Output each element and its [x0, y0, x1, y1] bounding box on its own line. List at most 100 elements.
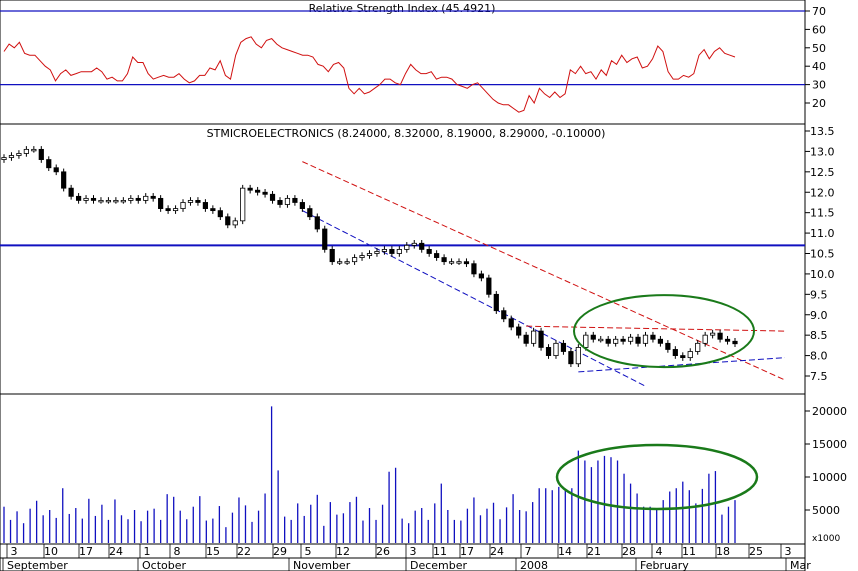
axis-layer: 3 10 17 24 1 8 15 22 29 5 12 26 3 11 17 24 7 14 21 28 4 11 18 2…: [2, 544, 811, 571]
candle-body: [329, 249, 335, 263]
price-tick-label: 13.0: [810, 145, 835, 158]
x-day-label: 7: [525, 545, 532, 558]
price-tick-label: 11.0: [810, 227, 835, 240]
candle-body: [83, 197, 89, 201]
price-tick-label: 9.5: [810, 288, 828, 301]
candle-body: [68, 187, 74, 197]
candle-body: [240, 187, 246, 222]
rsi-layer: 20 30 40 50 60 70: [0, 5, 826, 113]
price-tick-label: 12.5: [810, 166, 835, 179]
candle-body: [75, 195, 82, 201]
candle-body: [262, 191, 268, 195]
candle-body: [635, 336, 641, 344]
candle-body: [605, 338, 611, 344]
candle-body: [351, 257, 358, 263]
candle-body: [225, 216, 231, 226]
price-layer: 7.5 8.0 8.5 9.0 9.5 10.0 10.5 11.0 11.5 12.0 12.5 1…: [0, 125, 835, 387]
candle-body: [135, 197, 141, 201]
volume-tick-label: 5000: [812, 504, 840, 517]
support-trend-line: [302, 210, 646, 387]
candle-body: [128, 197, 134, 201]
x-day-label: 10: [44, 545, 58, 558]
x-day-label: 26: [376, 545, 390, 558]
candle-body: [217, 210, 223, 218]
candle-body: [598, 338, 604, 342]
x-day-label: 14: [558, 545, 572, 558]
rsi-series-line: [3, 36, 736, 113]
candle-body: [560, 342, 567, 352]
x-day-label: 3: [11, 545, 18, 558]
x-day-label: 24: [109, 545, 123, 558]
candle-body: [456, 261, 462, 264]
candle-body: [590, 334, 596, 340]
candle-body: [575, 347, 581, 365]
candle-body: [46, 159, 52, 169]
candle-body: [687, 351, 693, 359]
volume-layer: 5000 10000 15000 20000: [3, 405, 847, 543]
candle-body: [314, 216, 320, 230]
candle-body: [419, 242, 425, 250]
candle-body: [508, 318, 514, 328]
volume-tick-label: 20000: [812, 405, 847, 418]
x-month-label: February: [640, 559, 689, 571]
candle-body: [620, 338, 626, 342]
rsi-panel-frame: [0, 0, 806, 125]
candle-body: [396, 249, 402, 254]
candle-body: [158, 197, 164, 209]
candle-body: [501, 310, 507, 320]
candle-body: [389, 249, 395, 254]
candle-body: [210, 208, 216, 212]
candle-body: [478, 273, 484, 279]
x-month-label: Mar: [790, 559, 811, 571]
candle-body: [53, 167, 59, 173]
rsi-title: Relative Strength Index (45.4921): [309, 2, 496, 15]
candle-body: [277, 200, 283, 205]
candle-body: [613, 338, 619, 344]
candle-body: [710, 332, 716, 336]
triangle-upper-line: [526, 325, 786, 332]
x-day-label: 24: [490, 545, 504, 558]
x-month-label: September: [7, 559, 68, 571]
candle-body: [180, 202, 186, 209]
candle-body: [538, 330, 544, 348]
x-day-label: 1: [144, 545, 151, 558]
candle-body: [672, 349, 678, 356]
x-month-label: 2008: [520, 559, 548, 571]
candle-body: [269, 193, 276, 201]
candle-body: [568, 351, 574, 365]
price-tick-label: 13.5: [810, 125, 835, 138]
price-title: STMICROELECTRONICS (8.24000, 8.32000, 8.…: [207, 127, 606, 140]
x-day-label: 4: [656, 545, 663, 558]
price-pattern-ellipse: [573, 294, 755, 369]
rsi-tick-label: 70: [812, 5, 826, 18]
rsi-tick-label: 20: [812, 97, 826, 110]
candle-body: [143, 195, 149, 201]
candle-body: [284, 197, 291, 205]
price-tick-label: 12.0: [810, 186, 835, 199]
x-day-label: 29: [273, 545, 287, 558]
candle-body: [471, 263, 477, 275]
candle-body: [441, 257, 447, 263]
candle-body: [1, 157, 7, 160]
candle-body: [359, 255, 365, 258]
candle-body: [23, 148, 29, 154]
candle-body: [657, 338, 664, 344]
x-month-label: November: [293, 559, 351, 571]
candle-body: [366, 253, 373, 256]
candle-body: [717, 332, 723, 340]
candle-body: [680, 355, 686, 359]
rsi-tick-label: 40: [812, 60, 826, 73]
x-day-label: 3: [410, 545, 417, 558]
candle-body: [665, 342, 671, 350]
price-tick-label: 11.5: [810, 207, 835, 220]
candle-body: [493, 293, 499, 312]
candle-body: [374, 251, 380, 254]
candle-body: [404, 244, 410, 250]
x-day-label: 22: [237, 545, 251, 558]
candle-body: [247, 187, 253, 191]
candle-body: [120, 200, 126, 203]
candle-body: [337, 261, 343, 264]
x-day-label: 25: [749, 545, 763, 558]
rsi-tick-label: 60: [812, 23, 826, 36]
